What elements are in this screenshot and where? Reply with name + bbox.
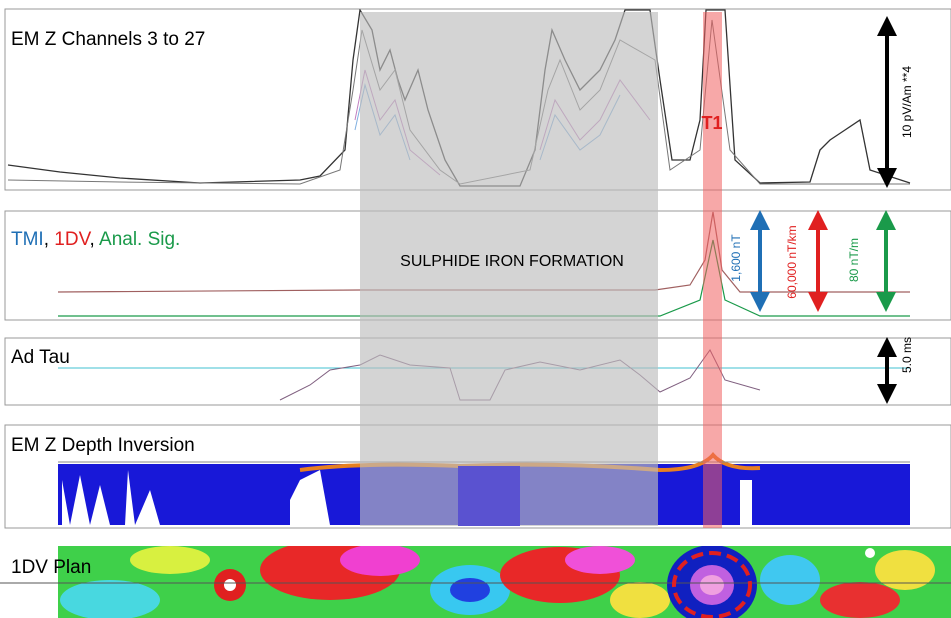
scale-label: 1,600 nT <box>729 234 743 282</box>
title-part: 1DV <box>54 229 91 250</box>
plan-map <box>0 540 951 618</box>
zone-label: SULPHIDE IRON FORMATION <box>400 253 624 270</box>
title-part: Anal. Sig. <box>99 229 180 250</box>
panel-title: Ad Tau <box>11 347 70 368</box>
title-part: , <box>44 229 55 250</box>
panel-title: EM Z Depth Inversion <box>11 435 195 456</box>
scale-label: 80 nT/m <box>847 238 861 282</box>
conductor-block <box>458 466 520 526</box>
scale-label: 5.0 ms <box>900 337 914 373</box>
panel-title: EM Z Channels 3 to 27 <box>11 29 205 50</box>
scale-label: 60,000 nT/km <box>785 225 799 298</box>
scale-label: 10 pV/Am **4 <box>900 66 914 138</box>
title-part: TMI <box>11 229 44 250</box>
panel-title: TMI, 1DV, Anal. Sig. <box>11 229 180 250</box>
figure: EM Z Channels 3 to 27 TMI, 1DV, Anal. Si… <box>0 0 951 618</box>
target-label: T1 <box>701 113 722 133</box>
title-part: , <box>90 229 100 250</box>
panel-title: 1DV Plan <box>11 557 91 578</box>
target-band <box>703 12 722 528</box>
